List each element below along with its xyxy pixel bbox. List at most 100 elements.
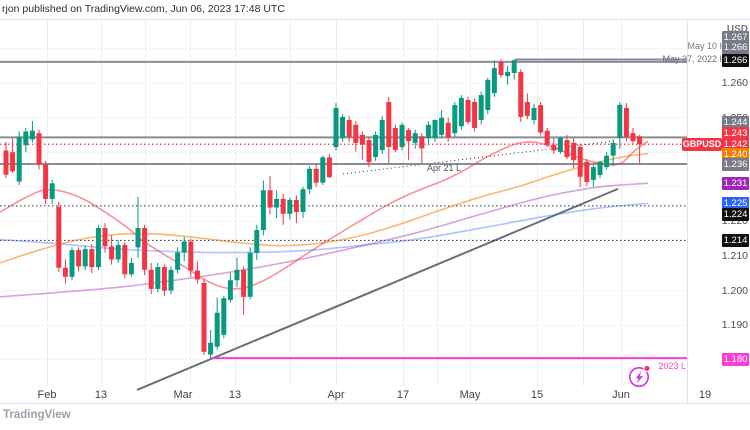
- candle-body: [320, 157, 326, 183]
- candle-body: [89, 249, 95, 268]
- candle-body: [135, 227, 141, 248]
- candle-body: [16, 136, 22, 182]
- candle-body: [241, 269, 247, 297]
- candle-body: [95, 227, 101, 268]
- price-label-1.266: 1.266: [722, 40, 749, 54]
- candle-body: [234, 269, 240, 281]
- candle-body: [23, 131, 29, 146]
- candle-body: [544, 130, 550, 145]
- note-may-27-2022-h: May 27, 2022 H: [662, 54, 726, 64]
- candle-body: [333, 107, 339, 148]
- candle-body: [49, 183, 55, 199]
- candle-body: [353, 124, 359, 143]
- price-tick-1.190: 1.190: [721, 319, 748, 331]
- price-label-1.243: 1.243: [722, 126, 749, 140]
- candle-body: [577, 147, 583, 177]
- price-label-1.244: 1.244: [722, 115, 749, 129]
- candle-body: [36, 133, 42, 165]
- candle-body: [406, 130, 412, 142]
- candle-body: [181, 241, 187, 253]
- candle-body: [201, 282, 207, 352]
- symbol-price-label[interactable]: GBPUSD: [682, 138, 722, 151]
- candle-body: [254, 230, 260, 253]
- time-tick-Jun: Jun: [612, 389, 630, 401]
- candle-body: [247, 252, 253, 297]
- axis-currency-label: USD: [726, 24, 748, 35]
- candle-body: [392, 127, 398, 151]
- chart-plot-area[interactable]: [0, 20, 706, 391]
- candle-body: [175, 252, 181, 270]
- price-label-1.224: 1.224: [722, 207, 749, 221]
- price-label-1.242: 1.242: [722, 137, 749, 151]
- note-2023-l: 2023 L: [658, 361, 686, 371]
- candle-body: [293, 199, 299, 213]
- candle-body: [571, 142, 577, 161]
- candle-body: [260, 190, 266, 231]
- candle-body: [274, 198, 280, 208]
- price-tick-1.260: 1.260: [721, 77, 748, 89]
- candle-body: [564, 140, 570, 158]
- price-tick-1.210: 1.210: [721, 250, 748, 262]
- candle-body: [122, 244, 128, 275]
- note-apr-21-l: Apr 21 L: [427, 163, 462, 173]
- candle-body: [458, 97, 464, 127]
- apr-21-low-trendline: [342, 140, 615, 175]
- candle-body: [590, 167, 596, 180]
- time-tick-17: 17: [396, 389, 410, 401]
- time-tick-Feb: Feb: [37, 389, 57, 401]
- time-tick-13: 13: [228, 389, 242, 401]
- candle-body: [188, 241, 194, 271]
- lightning-bolt-glyph: [635, 371, 644, 384]
- notification-dot: [643, 365, 651, 372]
- candle-body: [102, 227, 108, 247]
- candle-body: [425, 124, 431, 139]
- candle-body: [505, 71, 511, 77]
- price-label-1.240: 1.240: [722, 147, 749, 161]
- price-label-1.266: 1.266: [722, 53, 749, 67]
- candle-body: [115, 244, 121, 260]
- time-tick-15: 15: [530, 389, 544, 401]
- note-may-10-h: May 10 H: [687, 41, 726, 51]
- candle-body: [557, 138, 563, 152]
- price-label-1.225: 1.225: [722, 196, 749, 210]
- candle-body: [498, 61, 504, 76]
- candle-body: [194, 270, 200, 280]
- candle-body: [366, 140, 372, 163]
- candle-body: [630, 133, 636, 142]
- price-label-1.267: 1.267: [722, 30, 749, 44]
- candle-body: [597, 161, 603, 176]
- candle-body: [472, 102, 478, 128]
- candle-body: [386, 102, 392, 148]
- time-axis-divider: [0, 403, 750, 404]
- candle-body: [399, 124, 405, 148]
- candle-body: [379, 120, 385, 151]
- candle-body: [109, 246, 115, 260]
- candle-body: [56, 206, 62, 268]
- candle-body: [551, 144, 557, 151]
- candle-body: [82, 249, 88, 267]
- price-axis-divider: [687, 20, 688, 403]
- candle-body: [62, 267, 68, 277]
- candle-body: [267, 190, 273, 208]
- price-label-1.236: 1.236: [722, 157, 749, 171]
- candle-body: [359, 134, 365, 145]
- candle-body: [419, 136, 425, 149]
- candle-body: [76, 250, 82, 267]
- ma-orange-50: [0, 152, 649, 264]
- candle-body: [465, 99, 471, 123]
- candle-body: [432, 120, 438, 139]
- candle-body: [452, 105, 458, 134]
- time-tick-May: May: [459, 389, 481, 401]
- price-label-1.231: 1.231: [722, 176, 749, 190]
- candle-body: [445, 122, 451, 137]
- time-tick-19: 19: [698, 389, 712, 401]
- tradingview-logo[interactable]: TradingView: [3, 409, 71, 421]
- candle-body: [617, 104, 623, 138]
- candle-body: [524, 102, 530, 116]
- major-ascending-trendline: [136, 187, 619, 391]
- lightning-events-icon[interactable]: [625, 362, 655, 392]
- candle-body: [307, 168, 313, 190]
- candle-body: [313, 168, 319, 183]
